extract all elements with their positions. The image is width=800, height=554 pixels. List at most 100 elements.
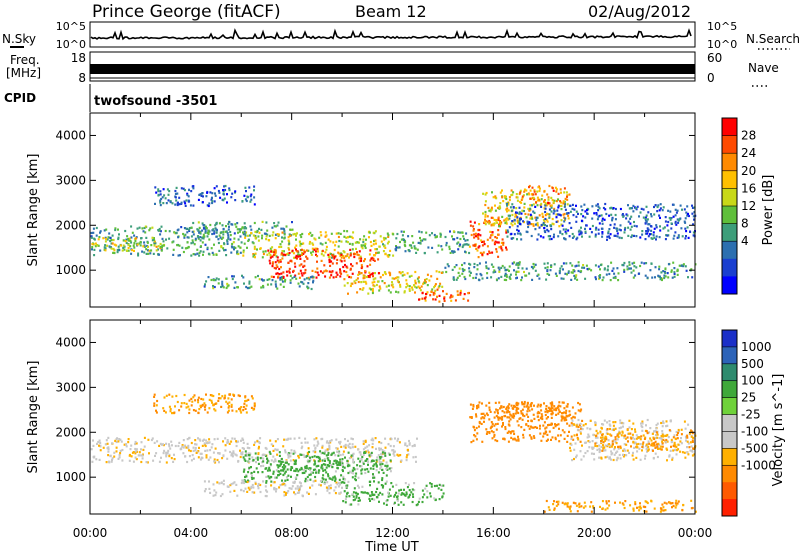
cell-0 [268, 460, 270, 463]
cell-12 [565, 228, 568, 231]
cell-4 [330, 253, 332, 256]
cell-4 [214, 494, 217, 497]
cell-0 [190, 242, 193, 245]
cell-5 [397, 503, 400, 506]
cell-1 [197, 398, 200, 401]
cell-9 [606, 428, 609, 431]
cell-8 [570, 443, 573, 446]
cell-11 [490, 224, 493, 227]
cell-4 [320, 253, 323, 256]
cell-11 [527, 207, 530, 210]
cell-8 [448, 245, 451, 248]
cell-0 [172, 253, 175, 256]
cell-11 [511, 193, 514, 196]
cell-5 [288, 251, 291, 255]
cell-1 [155, 249, 158, 252]
cell-0 [105, 228, 108, 231]
cell-1 [127, 239, 130, 242]
cell-8 [586, 427, 589, 430]
cell-0 [406, 454, 409, 457]
cell-3 [321, 459, 324, 462]
cell-14 [462, 269, 465, 273]
cell-7 [408, 285, 411, 288]
cell-2 [175, 199, 178, 202]
cell-11 [484, 210, 487, 214]
cell-3 [361, 468, 364, 471]
cell-6 [221, 282, 224, 285]
cell-9 [617, 435, 620, 438]
cell-8 [656, 422, 659, 425]
cell-6 [538, 427, 541, 430]
cell-3 [296, 468, 299, 471]
cell-0 [107, 448, 110, 451]
cell-0 [381, 455, 384, 458]
cell-0 [188, 436, 191, 439]
cell-12 [564, 208, 567, 211]
cell-12 [616, 232, 619, 235]
cell-4 [268, 251, 271, 254]
colorbar-swatch [722, 346, 737, 365]
cell-10 [497, 255, 500, 258]
cell-6 [475, 426, 478, 430]
cell-10 [476, 249, 479, 252]
cell-0 [109, 239, 112, 243]
cell-4 [240, 489, 243, 492]
cell-0 [207, 252, 210, 255]
cell-2 [354, 475, 357, 478]
cell-9 [612, 428, 615, 432]
colorbar-swatch [722, 241, 737, 260]
cell-6 [564, 416, 567, 419]
cell-2 [377, 471, 380, 474]
cell-9 [611, 440, 614, 443]
cell-0 [414, 455, 417, 459]
cell-14 [594, 276, 597, 279]
cell-4 [273, 481, 276, 484]
cell-4 [281, 231, 284, 234]
cell-4 [337, 481, 340, 484]
cell-8 [571, 424, 574, 427]
cell-0 [171, 241, 174, 244]
cell-3 [309, 468, 311, 471]
cell-3 [204, 230, 207, 233]
cell-0 [297, 454, 300, 458]
cell-4 [291, 485, 294, 488]
cell-8 [573, 434, 576, 437]
cell-10 [543, 510, 546, 513]
cell-2 [254, 452, 257, 455]
cell-2 [306, 454, 309, 457]
cell-7 [522, 414, 524, 417]
cell-14 [485, 265, 488, 268]
cell-0 [188, 449, 190, 452]
cell-1 [153, 240, 156, 243]
cell-9 [467, 299, 470, 302]
cell-4 [386, 232, 389, 235]
cell-2 [159, 190, 162, 193]
cell-11 [494, 209, 497, 212]
cell-9 [429, 294, 432, 297]
cell-4 [364, 245, 366, 248]
cell-7 [548, 407, 551, 410]
cell-0 [230, 452, 233, 455]
cell-8 [649, 427, 652, 430]
cell-3 [227, 236, 230, 239]
cell-5 [280, 266, 282, 269]
cell-9 [614, 438, 617, 441]
cell-14 [490, 263, 493, 266]
cell-6 [510, 404, 513, 407]
cell-14 [550, 265, 553, 268]
cell-0 [138, 226, 141, 229]
cell-11 [488, 209, 491, 212]
cell-4 [281, 483, 284, 486]
cell-12 [584, 210, 587, 213]
cell-5 [405, 493, 408, 496]
cell-8 [608, 420, 611, 423]
cell-14 [461, 272, 464, 275]
cell-5 [352, 499, 355, 502]
cell-5 [433, 484, 436, 488]
cell-4 [342, 250, 345, 253]
cell-6 [282, 285, 285, 288]
cell-10 [569, 510, 572, 513]
cell-9 [649, 437, 652, 440]
cell-5 [280, 253, 283, 256]
